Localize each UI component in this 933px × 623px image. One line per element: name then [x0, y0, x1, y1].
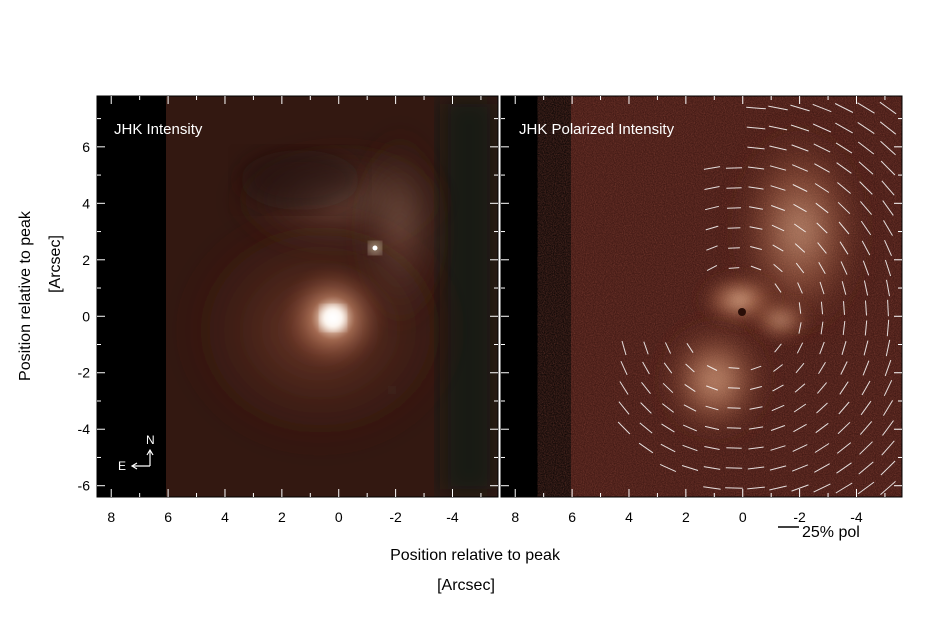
- x-tick-label: 6: [568, 509, 576, 525]
- x-axis-label: Position relative to peak: [390, 547, 561, 564]
- right-panel-frame: [500, 95, 903, 498]
- right-panel-title: JHK Polarized Intensity: [519, 121, 675, 138]
- y-tick-label: -4: [78, 421, 91, 437]
- polarization-vectors: [617, 101, 897, 495]
- x-axis-unit: [Arcsec]: [437, 577, 495, 594]
- y-tick-label: 4: [82, 195, 90, 211]
- y-tick-label: -6: [78, 478, 91, 494]
- polarized-intensity-image: [501, 96, 902, 497]
- y-tick-label: 6: [82, 139, 90, 155]
- y-axis-unit: [Arcsec]: [47, 235, 64, 293]
- compass-north-label: N: [146, 433, 155, 447]
- y-axis-label: Position relative to peak: [17, 210, 34, 381]
- x-tick-label: 2: [278, 509, 286, 525]
- polarization-scale-label: 25% pol: [802, 524, 860, 541]
- intensity-image: [97, 96, 498, 497]
- x-tick-label: 6: [164, 509, 172, 525]
- x-tick-label: 4: [625, 509, 633, 525]
- x-tick-label: 8: [511, 509, 519, 525]
- y-tick-label: 0: [82, 308, 90, 324]
- x-tick-label: -4: [446, 509, 459, 525]
- y-tick-label: 2: [82, 252, 90, 268]
- x-tick-label: 8: [107, 509, 115, 525]
- x-tick-label: 4: [221, 509, 229, 525]
- x-tick-label: -4: [850, 509, 863, 525]
- compass-east-label: E: [118, 459, 126, 473]
- y-tick-label: -2: [78, 365, 91, 381]
- x-tick-label: 0: [335, 509, 343, 525]
- x-tick-label: -2: [793, 509, 806, 525]
- x-tick-label: -2: [389, 509, 402, 525]
- x-tick-label: 0: [739, 509, 747, 525]
- x-tick-label: 2: [682, 509, 690, 525]
- left-panel-title: JHK Intensity: [114, 121, 203, 138]
- left-panel-frame: [96, 95, 499, 498]
- compass: [130, 448, 154, 470]
